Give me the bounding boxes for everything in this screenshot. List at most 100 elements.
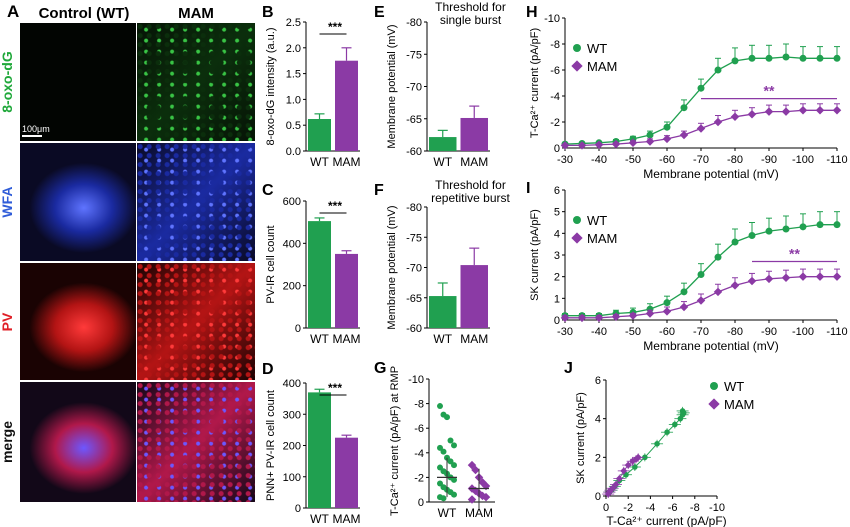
ytick-label-H: -10 xyxy=(544,13,560,25)
micrograph-merge-mam xyxy=(137,382,255,502)
ytick-label-I: 4 xyxy=(554,228,560,240)
micrograph-wfa-mam xyxy=(137,143,255,261)
bar-D-wt xyxy=(308,392,331,508)
ytick-label-j: 6 xyxy=(595,375,601,387)
panel-letter-e: E xyxy=(374,4,385,21)
point-I-wt xyxy=(816,221,824,229)
point-I-wt xyxy=(646,305,654,313)
point-H-mam xyxy=(679,130,689,140)
point-I-wt xyxy=(731,238,739,246)
ytick-label-E: -80 xyxy=(406,17,422,29)
xtick-label-I: -80 xyxy=(727,326,743,338)
xlabel-j: T-Ca²⁺ current (pA/pF) xyxy=(606,514,726,527)
legend-label-mam: MAM xyxy=(587,59,617,74)
xtick-label-j: -4 xyxy=(646,502,656,514)
ytick-label-B: 2.5 xyxy=(286,17,301,29)
ytick-label-E: -70 xyxy=(406,82,422,94)
panel-letter-f: F xyxy=(374,182,384,199)
ytick-label-B: 1.5 xyxy=(286,69,301,81)
ytick-label-g: -4 xyxy=(414,448,424,460)
point-j-wt xyxy=(654,441,660,447)
panel-a: A Control (WT) MAM 8-oxo-dG WFA PV merge 100… xyxy=(0,0,258,527)
legend-marker-mam xyxy=(571,60,583,72)
ylabel-E: Membrane potential (mV) xyxy=(386,24,398,148)
legend-label-wt: WT xyxy=(587,213,607,228)
point-H-mam xyxy=(747,109,757,119)
bar-C-wt xyxy=(308,221,331,328)
point-I-mam xyxy=(628,311,638,320)
ytick-label-H: -6 xyxy=(550,65,560,77)
point-H-wt xyxy=(782,53,790,61)
point-H-mam xyxy=(798,106,808,115)
point-I-mam xyxy=(764,274,774,284)
xtick-label-H: -110 xyxy=(826,154,847,166)
ytick-label-j: 2 xyxy=(595,452,601,464)
xtick-label-j: -6 xyxy=(668,502,678,514)
x-label-F: WT xyxy=(433,332,452,346)
xtick-label-H: -50 xyxy=(625,154,641,166)
ytick-label-j: 0 xyxy=(595,491,601,503)
panel-letter-g: G xyxy=(374,360,386,377)
x-label-E: WT xyxy=(433,155,452,169)
ylabel-D: PNN+ PV-IR cell count xyxy=(265,390,277,501)
bar-D-mam xyxy=(335,437,358,508)
point-I-mam xyxy=(560,313,570,323)
ytick-label-I: 6 xyxy=(554,185,560,197)
point-g-mam xyxy=(481,492,491,502)
xtick-label-I: -90 xyxy=(761,326,777,338)
legend-label-j-wt: WT xyxy=(724,379,744,394)
point-j-wt xyxy=(632,464,638,470)
xtick-label-H: -70 xyxy=(693,154,709,166)
xtick-label-j: -2 xyxy=(623,502,633,514)
micrograph-wfa-wt xyxy=(20,143,136,261)
ytick-label-F: -60 xyxy=(406,323,422,335)
point-g-wt xyxy=(437,403,443,410)
xtick-label-I: -60 xyxy=(659,326,675,338)
panel-letter-j: J xyxy=(564,360,573,377)
ytick-label-C: 600 xyxy=(283,196,301,208)
ytick-label-D: 0 xyxy=(295,503,301,515)
bar-B-mam xyxy=(335,60,358,152)
ytick-label-I: 0 xyxy=(554,315,560,327)
bar-C-mam xyxy=(335,253,358,328)
ytick-label-E: -60 xyxy=(406,146,422,158)
point-H-wt xyxy=(680,104,688,112)
point-H-wt xyxy=(799,54,807,62)
x-label-B: WT xyxy=(310,155,329,169)
legend-marker-j-wt xyxy=(710,382,718,390)
point-g-wt xyxy=(451,491,457,498)
legend-label-j-mam: MAM xyxy=(724,397,754,412)
xtick-label-j: -10 xyxy=(709,502,725,514)
point-g-mam xyxy=(467,495,477,504)
ytick-label-D: 300 xyxy=(283,409,301,421)
point-j-wt xyxy=(672,421,678,428)
point-I-wt xyxy=(663,299,671,307)
ylabel-C: PV-IR cell count xyxy=(265,225,277,303)
point-I-mam xyxy=(662,307,672,316)
point-j-mam xyxy=(615,475,623,483)
title-E: single burst xyxy=(440,13,502,27)
ytick-label-E: -75 xyxy=(406,49,422,61)
sig-label-I: ** xyxy=(789,246,800,262)
legend-label-wt: WT xyxy=(587,41,607,56)
point-I-wt xyxy=(748,232,756,239)
xtick-label-H: -40 xyxy=(591,154,607,166)
point-I-mam xyxy=(645,309,655,318)
point-j-mam xyxy=(612,480,620,488)
legend-marker-j-mam xyxy=(708,398,720,410)
ytick-label-C: 400 xyxy=(283,238,301,250)
panel-letter-h: H xyxy=(526,4,538,21)
ytick-label-g: 0 xyxy=(418,497,424,509)
point-j-mam xyxy=(609,484,617,492)
point-H-wt xyxy=(646,131,654,139)
sig-label-H: ** xyxy=(764,83,775,99)
ylabel-H: T-Ca²⁺ current (pA/pF) xyxy=(529,28,541,138)
sig-label-D: *** xyxy=(328,381,342,395)
legend-marker-mam xyxy=(571,232,583,244)
point-H-mam xyxy=(764,107,774,116)
point-H-wt xyxy=(748,54,756,62)
ytick-label-C: 0 xyxy=(295,323,301,335)
point-H-wt xyxy=(833,54,841,62)
sig-label-B: *** xyxy=(328,20,342,34)
title-F: repetitive burst xyxy=(431,191,510,205)
